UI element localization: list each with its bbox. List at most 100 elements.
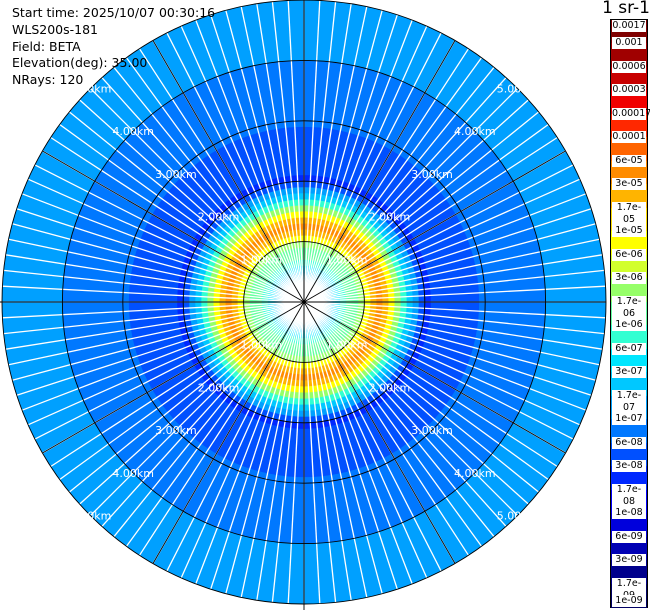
ray-separator — [303, 301, 442, 572]
range-ring-label: 4.00km — [454, 467, 496, 480]
ray-separator — [27, 301, 305, 426]
ray-separator — [12, 223, 305, 303]
ray-separator — [303, 301, 606, 319]
colorbar-tick-label: 1.7e-08 — [612, 483, 646, 508]
range-ring-label: 3.00km — [411, 424, 453, 437]
colorbar-tick-label: 1e-05 — [612, 225, 646, 238]
ray-separator — [303, 301, 603, 350]
ray-separator — [303, 19, 413, 303]
ray-separator — [303, 111, 540, 303]
ray-separator — [195, 301, 305, 585]
ray-separator — [303, 123, 549, 303]
ray-separator — [240, 301, 305, 598]
ray-separator — [303, 301, 574, 440]
ray-separator — [303, 10, 383, 303]
ray-separator — [225, 10, 305, 303]
ray-separator — [303, 178, 581, 303]
ray-separator — [90, 301, 305, 516]
ray-separator — [79, 99, 305, 303]
ray-separator — [3, 269, 305, 303]
range-ring-label: 5.00km — [497, 510, 539, 523]
ray-separator — [59, 123, 305, 303]
ray-separator — [3, 301, 305, 335]
ray-separator — [287, 0, 305, 303]
azimuth-line — [303, 301, 566, 454]
ray-separator — [303, 301, 600, 366]
ray-separator — [271, 1, 305, 303]
ray-separator — [12, 301, 305, 381]
colorbar-tick-label: 6e-06 — [612, 248, 646, 261]
colorbar: 0.0017 0.001 0.0006 0.0003 0.00017 0.0001 6e-0… — [610, 19, 650, 608]
ray-separator — [210, 301, 305, 590]
ray-separator — [303, 269, 605, 303]
ray-separator — [303, 1, 337, 303]
ray-separator — [50, 136, 305, 303]
range-ring-label: 1.00km — [241, 339, 283, 352]
colorbar-tick-label: 6e-08 — [612, 436, 646, 449]
ray-separator — [287, 301, 305, 604]
ray-separator — [303, 136, 558, 303]
ray-separator — [303, 6, 368, 303]
ray-separator — [303, 99, 529, 303]
ray-separator — [303, 193, 587, 303]
ray-separator — [21, 301, 305, 411]
ray-separator — [303, 301, 337, 603]
ray-separator — [303, 301, 605, 335]
colorbar-tick-label: 1.7e-07 — [612, 389, 646, 414]
ray-separator — [16, 301, 305, 396]
ray-separator — [303, 164, 574, 303]
ray-separator — [240, 6, 305, 303]
ray-separator — [68, 111, 305, 303]
ray-separator — [59, 301, 305, 481]
ray-separator — [303, 301, 587, 411]
ray-separator — [8, 238, 305, 303]
colorbar-tick-label: 1.7e-05 — [612, 201, 646, 226]
field-label: Field: BETA — [12, 39, 81, 54]
ray-separator — [303, 301, 428, 579]
range-ring-label: 3.00km — [155, 168, 197, 181]
ray-separator — [303, 57, 483, 303]
ray-separator — [303, 301, 352, 601]
ray-separator — [303, 223, 596, 303]
colorbar-title: m-1 sr-1 — [604, 0, 650, 18]
ray-separator — [303, 301, 413, 585]
ray-separator — [303, 301, 483, 547]
colorbar-tick-label: 3e-07 — [612, 366, 646, 379]
ray-separator — [303, 0, 321, 303]
colorbar-tick-label: 6e-09 — [612, 530, 646, 543]
colorbar-tick-label: 1e-08 — [612, 507, 646, 520]
ray-separator — [90, 88, 305, 303]
ray-separator — [2, 285, 305, 303]
colorbar-tick-label: 6e-05 — [612, 154, 646, 167]
colorbar-tick-label: 1e-09 — [612, 595, 646, 607]
range-ring-label: 3.00km — [411, 168, 453, 181]
ray-separator — [125, 301, 305, 547]
ray-separator — [210, 14, 305, 303]
ray-separator — [303, 285, 606, 303]
colorbar-tick-label: 3e-08 — [612, 460, 646, 473]
colorbar-tick-label: 0.0006 — [612, 60, 646, 73]
range-ring-label: 5.00km — [70, 83, 112, 96]
ray-separator — [27, 178, 305, 303]
azimuth-line — [42, 301, 305, 454]
colorbar-tick-label: 0.00017 — [612, 107, 650, 120]
ray-separator — [303, 25, 428, 303]
range-ring-label: 5.00km — [70, 510, 112, 523]
colorbar-tick-label: 1e-06 — [612, 319, 646, 332]
ray-separator — [303, 301, 592, 396]
instrument-label: WLS200s-181 — [12, 22, 98, 37]
ray-separator — [138, 48, 305, 303]
range-ring-label: 4.00km — [112, 125, 154, 138]
range-ring-label: 2.00km — [198, 211, 240, 224]
range-ring-label: 1.00km — [326, 339, 368, 352]
ray-separator — [195, 19, 305, 303]
ray-separator — [303, 66, 495, 303]
ray-separator — [166, 301, 305, 572]
ray-separator — [303, 14, 398, 303]
ray-separator — [101, 77, 305, 303]
ray-separator — [256, 301, 305, 601]
ray-separator — [34, 164, 305, 303]
ray-separator — [303, 254, 603, 303]
range-ring-label: 2.00km — [369, 381, 411, 394]
ray-separator — [34, 301, 305, 440]
